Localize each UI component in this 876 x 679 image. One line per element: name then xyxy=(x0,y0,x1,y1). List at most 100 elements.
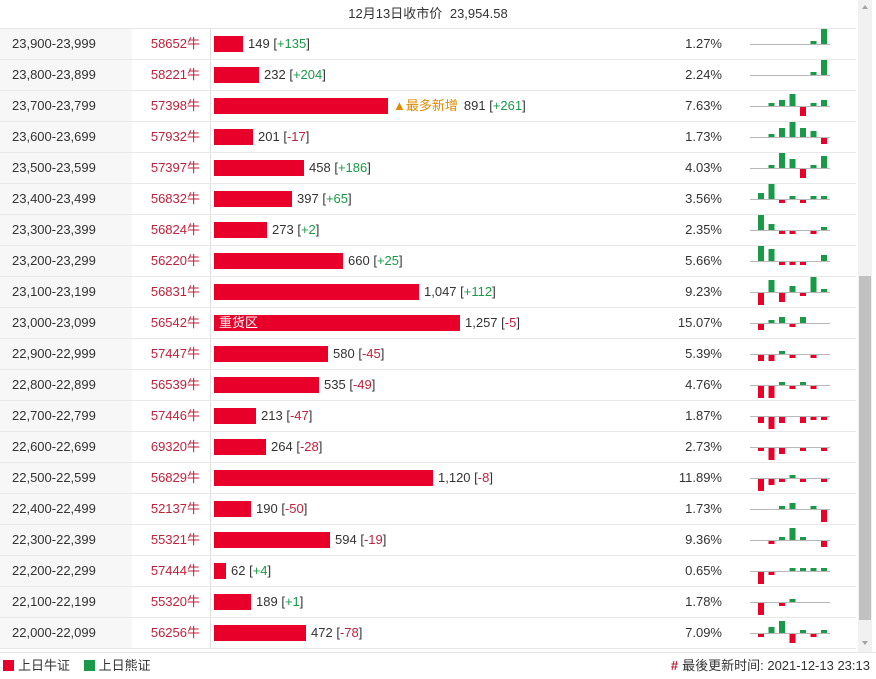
percentage: 4.03% xyxy=(685,160,722,175)
sparkline-bar xyxy=(779,448,785,454)
bull-code[interactable]: 57397牛 xyxy=(150,160,200,175)
bar-value: 62 [+4] xyxy=(231,563,272,578)
bull-code[interactable]: 56824牛 xyxy=(150,222,200,237)
percentage: 1.73% xyxy=(685,129,722,144)
bar-value: 472 [-78] xyxy=(311,625,363,640)
sparkline-bar xyxy=(768,184,775,199)
sparkline xyxy=(750,587,830,617)
percentage: 9.36% xyxy=(685,532,722,547)
sparkline xyxy=(750,215,830,245)
bar-cell: 535 [-49] xyxy=(210,370,660,400)
bull-code[interactable]: 55321牛 xyxy=(150,532,200,547)
sparkline-bar xyxy=(800,417,806,423)
distribution-bar xyxy=(214,532,330,548)
legend-bull: 上日牛证 xyxy=(3,658,70,674)
last-updated: # 最後更新时间: 2021-12-13 23:13 xyxy=(671,658,870,674)
sparkline-bar xyxy=(821,255,827,261)
sparkline-bar xyxy=(810,41,817,44)
value-change: +1 xyxy=(284,594,300,609)
scroll-down-arrow-icon[interactable] xyxy=(858,636,872,650)
bar-value: 660 [+25] xyxy=(348,253,403,268)
sparkline-bar xyxy=(810,634,817,637)
value-count: 891 xyxy=(463,98,486,113)
sparkline xyxy=(750,308,830,338)
sparkline-chart xyxy=(750,246,830,265)
sparkline xyxy=(750,246,830,276)
value-count: 472 xyxy=(311,625,333,640)
sparkline-bar xyxy=(779,506,785,509)
distribution-bar xyxy=(214,439,266,455)
bar-cell: 201 [-17] xyxy=(210,122,660,152)
sparkline-bar xyxy=(768,280,775,292)
value-count: 273 xyxy=(272,222,294,237)
bull-code[interactable]: 56829牛 xyxy=(150,470,200,485)
bull-code[interactable]: 56539牛 xyxy=(150,377,200,392)
sparkline-bar xyxy=(810,231,817,234)
bull-code[interactable]: 56256牛 xyxy=(150,625,200,640)
sparkline-bar xyxy=(789,324,796,327)
distribution-bar xyxy=(214,67,259,83)
bull-code[interactable]: 58221牛 xyxy=(150,67,200,82)
value-count: 594 xyxy=(335,532,357,547)
table-row: 23,200-23,299 56220牛 660 [+25] 5.66% xyxy=(0,246,856,277)
sparkline-bar xyxy=(789,386,796,389)
sparkline-bar xyxy=(789,475,796,478)
bull-code[interactable]: 69320牛 xyxy=(150,439,200,454)
value-change: +2 xyxy=(300,222,316,237)
bar-cell: 62 [+4] xyxy=(210,556,660,586)
sparkline-bar xyxy=(758,324,764,330)
sparkline-bar xyxy=(821,29,827,44)
bull-code[interactable]: 57447牛 xyxy=(150,346,200,361)
sparkline-bar xyxy=(789,231,796,234)
bull-code[interactable]: 56220牛 xyxy=(150,253,200,268)
sparkline-bar xyxy=(800,537,806,540)
percentage: 7.09% xyxy=(685,625,722,640)
value-change: +112 xyxy=(463,284,493,299)
sparkline xyxy=(750,401,830,431)
legend-bear: 上日熊证 xyxy=(83,658,151,674)
sparkline xyxy=(750,184,830,214)
value-count: 397 xyxy=(297,191,319,206)
sparkline-bar xyxy=(779,262,785,265)
sparkline-bar xyxy=(789,355,796,358)
bull-code[interactable]: 52137牛 xyxy=(150,501,200,516)
value-change: -5 xyxy=(504,315,517,330)
percentage: 0.65% xyxy=(685,563,722,578)
sparkline-chart xyxy=(750,351,830,361)
sparkline-bar xyxy=(810,72,817,75)
sparkline-bar xyxy=(779,417,785,423)
sparkline-chart xyxy=(750,568,830,584)
value-count: 232 xyxy=(264,67,286,82)
bar-cell: 580 [-45] xyxy=(210,339,660,369)
bull-code[interactable]: 57444牛 xyxy=(150,563,200,578)
sparkline-bar xyxy=(821,541,827,547)
sparkline-chart xyxy=(750,528,830,547)
price-range: 23,100-23,199 xyxy=(0,277,132,307)
distribution-bar xyxy=(214,346,328,362)
value-count: 213 xyxy=(261,408,283,423)
bull-code[interactable]: 56831牛 xyxy=(150,284,200,299)
bull-code[interactable]: 56832牛 xyxy=(150,191,200,206)
bar-value: 458 [+186] xyxy=(309,160,371,175)
bull-code[interactable]: 57932牛 xyxy=(150,129,200,144)
bar-value: 213 [-47] xyxy=(261,408,313,423)
sparkline xyxy=(750,91,830,121)
scrollbar-thumb[interactable] xyxy=(859,276,871,620)
bull-code[interactable]: 55320牛 xyxy=(150,594,200,609)
bull-code[interactable]: 56542牛 xyxy=(150,315,200,330)
value-change: +204 xyxy=(292,67,323,82)
bull-code[interactable]: 57446牛 xyxy=(150,408,200,423)
sparkline-bar xyxy=(779,128,785,137)
value-count: 1,047 xyxy=(424,284,457,299)
distribution-bar xyxy=(214,191,292,207)
distribution-bar: 重货区 xyxy=(214,315,460,331)
scroll-up-arrow-icon[interactable] xyxy=(858,0,872,14)
distribution-bar xyxy=(214,501,251,517)
bull-code[interactable]: 57398牛 xyxy=(150,98,200,113)
sparkline-bar xyxy=(810,103,817,106)
distribution-bar xyxy=(214,253,343,269)
value-change: +261 xyxy=(492,98,523,113)
bar-cell: 149 [+135] xyxy=(210,29,660,59)
bull-code[interactable]: 58652牛 xyxy=(150,36,200,51)
bar-cell: 232 [+204] xyxy=(210,60,660,90)
